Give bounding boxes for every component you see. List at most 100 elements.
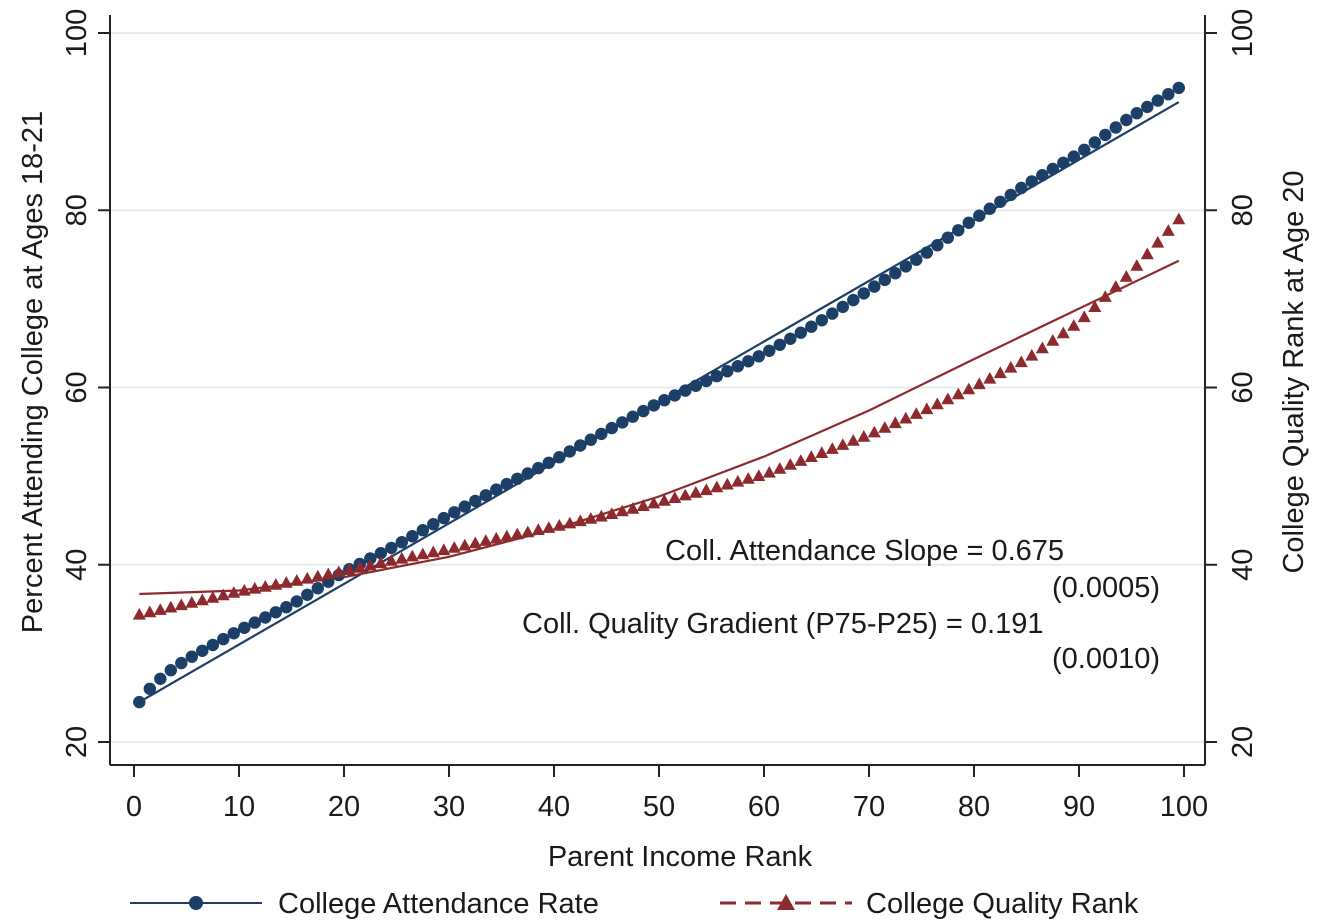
quality-point: [405, 549, 419, 562]
quality-point: [153, 603, 167, 615]
attendance-point: [1141, 100, 1154, 114]
x-tick-label: 10: [223, 791, 255, 823]
attendance-point: [1162, 88, 1175, 101]
attendance-point: [374, 547, 387, 560]
attendance-point: [196, 644, 209, 657]
attendance-point: [574, 439, 587, 452]
quality-point: [815, 446, 829, 458]
attendance-point: [280, 601, 293, 614]
attendance-point: [206, 638, 219, 652]
quality-point: [500, 529, 514, 542]
quality-point: [458, 538, 472, 551]
attendance-point: [931, 239, 944, 252]
annotation-attendance-se: (0.0005): [1052, 572, 1160, 604]
quality-point: [132, 607, 146, 620]
attendance-point: [1078, 143, 1091, 156]
quality-point: [353, 561, 367, 573]
x-axis-title: Parent Income Rank: [548, 841, 813, 873]
y-left-tick-label: 40: [61, 549, 93, 581]
attendance-point: [532, 461, 545, 475]
y-right-tick-label: 80: [1227, 194, 1259, 226]
attendance-point: [1067, 150, 1081, 163]
x-tick-label: 60: [748, 791, 780, 823]
quality-point: [762, 465, 776, 478]
attendance-point: [658, 394, 671, 407]
quality-point: [1025, 348, 1039, 361]
quality-point: [174, 598, 188, 611]
quality-point: [563, 516, 577, 529]
quality-point: [363, 558, 377, 571]
attendance-point: [553, 451, 566, 464]
attendance-point: [983, 202, 996, 215]
quality-point: [1077, 310, 1091, 323]
legend-entry-attendance: College Attendance Rate: [130, 888, 599, 920]
attendance-point: [248, 616, 261, 629]
attendance-point: [605, 421, 618, 435]
attendance-point: [763, 344, 776, 357]
quality-point: [573, 514, 587, 527]
attendance-point: [878, 273, 891, 287]
attendance-point: [521, 467, 534, 480]
quality-point: [237, 583, 251, 596]
attendance-point: [805, 320, 818, 333]
attendance-point: [836, 300, 849, 314]
quality-point: [1109, 280, 1123, 292]
quality-point: [941, 392, 955, 405]
attendance-point: [784, 332, 797, 345]
quality-point: [836, 438, 850, 450]
attendance-point: [395, 536, 408, 549]
attendance-point: [542, 456, 555, 469]
x-tick-label: 100: [1160, 791, 1208, 823]
quality-point: [395, 551, 409, 564]
quality-point: [531, 523, 545, 535]
quality-point: [731, 474, 745, 487]
attendance-point: [826, 307, 839, 320]
quality-point: [227, 586, 241, 598]
y-right-axis-title: College Quality Rank at Age 20: [1278, 170, 1310, 573]
quality-point: [321, 567, 335, 580]
quality-point: [489, 531, 503, 544]
attendance-point: [710, 370, 723, 383]
attendance-point: [364, 552, 377, 565]
quality-point: [311, 569, 325, 582]
attendance-point: [941, 231, 954, 244]
y-right-tick-label: 40: [1227, 549, 1259, 581]
y-right-tick-label: 100: [1227, 9, 1259, 57]
quality-point: [416, 547, 430, 560]
attendance-point: [721, 365, 734, 378]
attendance-point: [479, 489, 492, 502]
attendance-point: [584, 433, 597, 446]
quality-point: [510, 527, 524, 540]
quality-point: [468, 536, 482, 549]
attendance-point: [427, 518, 440, 531]
quality-point: [521, 525, 535, 538]
attendance-point: [637, 404, 650, 418]
quality-point: [195, 593, 209, 606]
attendance-point: [1004, 188, 1017, 202]
quality-point: [909, 407, 923, 419]
quality-point: [479, 534, 493, 546]
quality-point: [1004, 360, 1018, 373]
quality-point: [552, 519, 566, 531]
x-tick-label: 80: [958, 791, 990, 823]
quality-point: [699, 483, 713, 496]
legend-attendance-label: College Attendance Rate: [278, 888, 599, 920]
quality-point: [290, 574, 304, 586]
y-left-tick-label: 20: [61, 726, 93, 758]
quality-point: [794, 454, 808, 466]
attendance-point: [973, 209, 986, 222]
y-right-tick-label: 60: [1227, 371, 1259, 403]
attendance-point: [133, 695, 146, 709]
attendance-point: [668, 389, 681, 402]
y-left-tick-label: 100: [61, 9, 93, 57]
quality-point: [605, 507, 619, 519]
quality-point: [1014, 355, 1028, 368]
markers: [132, 81, 1186, 709]
attendance-point: [1015, 181, 1028, 195]
quality-point: [783, 458, 797, 470]
attendance-point: [385, 541, 398, 555]
attendance-point: [227, 627, 240, 640]
legend-attendance-marker: [189, 896, 203, 910]
gridlines: [110, 32, 1205, 743]
quality-point: [804, 450, 818, 462]
